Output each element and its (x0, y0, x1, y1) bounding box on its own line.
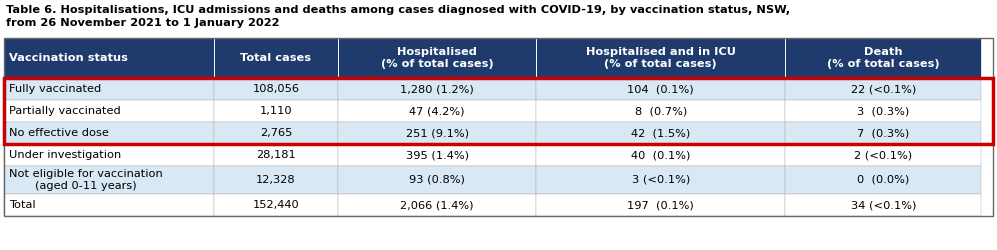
Bar (213, 78, 338, 100)
Text: 8  (0.7%): 8 (0.7%) (634, 106, 687, 116)
Bar (4, 166, 213, 194)
Bar (536, 122, 786, 144)
Text: 1,110: 1,110 (259, 106, 292, 116)
Bar (786, 78, 981, 100)
Text: from 26 November 2021 to 1 January 2022: from 26 November 2021 to 1 January 2022 (6, 18, 279, 28)
Text: Total cases: Total cases (240, 53, 311, 63)
Bar (213, 122, 338, 144)
Text: 251 (9.1%): 251 (9.1%) (406, 128, 469, 138)
Bar (213, 194, 338, 216)
Bar (536, 38, 786, 78)
Bar (786, 194, 981, 216)
Text: 2 (<0.1%): 2 (<0.1%) (854, 150, 912, 160)
Text: 3 (<0.1%): 3 (<0.1%) (631, 175, 690, 185)
Bar (213, 38, 338, 78)
Text: 104  (0.1%): 104 (0.1%) (627, 84, 694, 94)
Text: Table 6. Hospitalisations, ICU admissions and deaths among cases diagnosed with : Table 6. Hospitalisations, ICU admission… (6, 5, 791, 15)
Bar (786, 122, 981, 144)
Bar (4, 78, 213, 100)
Text: 34 (<0.1%): 34 (<0.1%) (850, 200, 916, 210)
Text: 12,328: 12,328 (256, 175, 296, 185)
Bar (338, 122, 536, 144)
Text: No effective dose: No effective dose (9, 128, 109, 138)
Text: 2,066 (1.4%): 2,066 (1.4%) (401, 200, 474, 210)
Bar (4, 100, 213, 122)
Text: Hospitalised and in ICU
(% of total cases): Hospitalised and in ICU (% of total case… (586, 47, 736, 69)
Bar (536, 166, 786, 194)
Text: 152,440: 152,440 (252, 200, 299, 210)
Bar (536, 100, 786, 122)
Bar (338, 78, 536, 100)
Text: Partially vaccinated: Partially vaccinated (9, 106, 121, 116)
Text: Total: Total (9, 200, 36, 210)
Bar (4, 38, 993, 216)
Bar (338, 144, 536, 166)
Text: 28,181: 28,181 (256, 150, 296, 160)
Text: 40  (0.1%): 40 (0.1%) (631, 150, 690, 160)
Bar (4, 144, 213, 166)
Bar (4, 38, 213, 78)
Text: 22 (<0.1%): 22 (<0.1%) (850, 84, 916, 94)
Bar (786, 38, 981, 78)
Text: 2,765: 2,765 (260, 128, 292, 138)
Bar (536, 194, 786, 216)
Bar (213, 100, 338, 122)
Text: 42  (1.5%): 42 (1.5%) (631, 128, 690, 138)
Bar (536, 144, 786, 166)
Text: 108,056: 108,056 (252, 84, 299, 94)
Bar (4, 194, 213, 216)
Text: 1,280 (1.2%): 1,280 (1.2%) (401, 84, 474, 94)
Text: 0  (0.0%): 0 (0.0%) (857, 175, 909, 185)
Text: Vaccination status: Vaccination status (9, 53, 128, 63)
Text: 395 (1.4%): 395 (1.4%) (406, 150, 469, 160)
Text: 93 (0.8%): 93 (0.8%) (409, 175, 466, 185)
Bar (4, 122, 213, 144)
Text: Not eligible for vaccination
(aged 0-11 years): Not eligible for vaccination (aged 0-11 … (9, 169, 163, 191)
Bar (786, 100, 981, 122)
Bar (213, 166, 338, 194)
Text: 3  (0.3%): 3 (0.3%) (857, 106, 909, 116)
Text: Death
(% of total cases): Death (% of total cases) (827, 47, 939, 69)
Text: Fully vaccinated: Fully vaccinated (9, 84, 102, 94)
Bar (786, 144, 981, 166)
Text: 47 (4.2%): 47 (4.2%) (410, 106, 465, 116)
Bar (338, 194, 536, 216)
Bar (338, 100, 536, 122)
Text: Hospitalised
(% of total cases): Hospitalised (% of total cases) (381, 47, 494, 69)
Bar (4, 78, 993, 144)
Text: 7  (0.3%): 7 (0.3%) (857, 128, 909, 138)
Text: Under investigation: Under investigation (9, 150, 122, 160)
Text: 197  (0.1%): 197 (0.1%) (627, 200, 694, 210)
Bar (536, 78, 786, 100)
Bar (338, 166, 536, 194)
Bar (786, 166, 981, 194)
Bar (213, 144, 338, 166)
Bar (338, 38, 536, 78)
